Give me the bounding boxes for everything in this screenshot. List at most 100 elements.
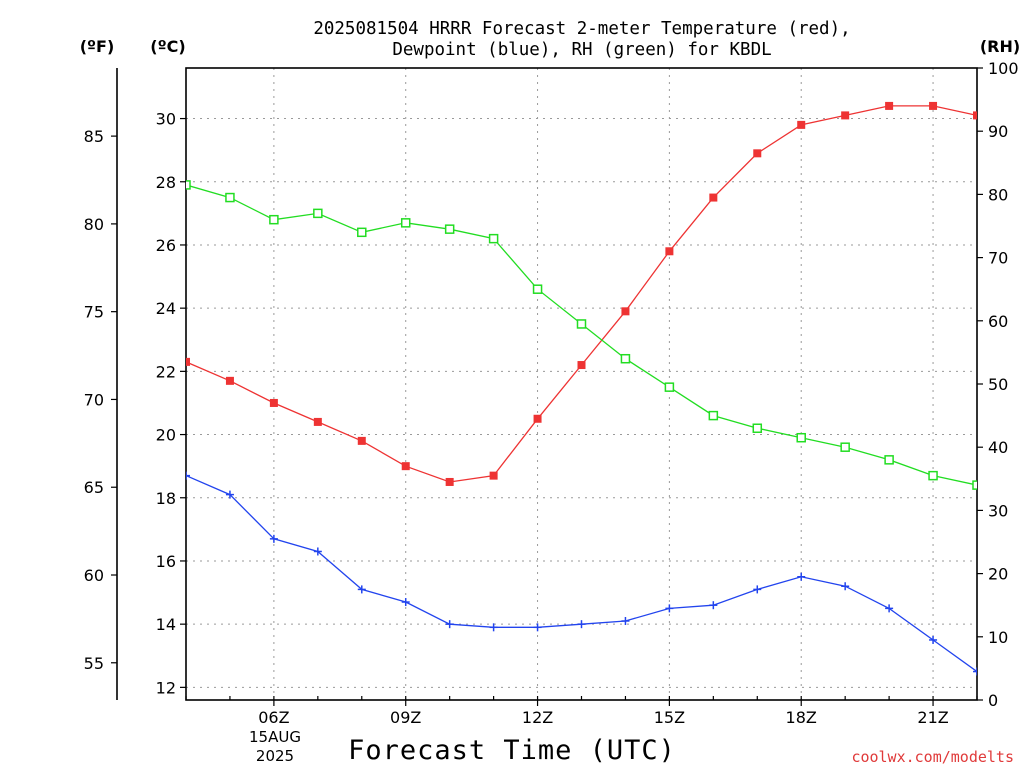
axes <box>111 67 983 706</box>
celsius-tick-label: 30 <box>156 110 176 129</box>
rh-point <box>269 214 279 225</box>
dewpoint-point <box>929 635 938 644</box>
date-day-label: 15AUG <box>249 728 301 746</box>
rh-tick-label: 40 <box>988 438 1008 457</box>
rh-tick-label: 50 <box>988 375 1008 394</box>
rh-point <box>444 224 455 234</box>
dewpoint-line <box>186 475 977 673</box>
temperature-point <box>533 414 542 423</box>
dewpoint-point <box>973 667 977 676</box>
temperature-point <box>797 120 806 129</box>
temperature-point <box>401 462 410 471</box>
credit-label: coolwx.com/modelts <box>851 748 1014 766</box>
fahrenheit-tick-label: 65 <box>84 478 104 497</box>
dewpoint-point <box>753 585 762 594</box>
rh-point <box>488 233 499 244</box>
x-tick-label: 09Z <box>390 708 421 727</box>
rh-point <box>400 218 411 228</box>
temperature-point <box>709 193 718 202</box>
dewpoint-point <box>577 620 586 629</box>
rh-tick-label: 90 <box>988 122 1008 141</box>
chart-title-line1: 2025081504 HRRR Forecast 2-meter Tempera… <box>313 19 850 39</box>
temperature-point <box>973 111 977 120</box>
rh-point <box>532 284 543 294</box>
rh-line <box>186 184 977 486</box>
temperature-point <box>313 417 322 426</box>
temperature-point <box>577 361 586 370</box>
celsius-tick-label: 24 <box>156 299 176 318</box>
fahrenheit-unit-label: (ºF) <box>80 37 115 56</box>
rh-point <box>357 227 367 238</box>
x-tick-label: 15Z <box>654 708 685 727</box>
rh-point <box>884 455 894 465</box>
rh-point <box>708 410 719 421</box>
temperature-point <box>753 149 762 158</box>
rh-tick-label: 30 <box>988 501 1008 520</box>
dewpoint-point <box>621 617 630 625</box>
dewpoint-point <box>533 623 542 632</box>
temperature-line <box>186 105 977 483</box>
grid-lines <box>186 68 977 700</box>
celsius-tick-label: 28 <box>156 173 176 192</box>
dewpoint-point <box>797 572 806 581</box>
x-tick-label: 06Z <box>258 708 289 727</box>
celsius-tick-label: 18 <box>156 489 176 508</box>
rh-point <box>928 470 938 481</box>
celsius-tick-label: 16 <box>156 552 176 571</box>
rh-point <box>186 180 191 190</box>
dewpoint-point <box>885 604 894 613</box>
rh-tick-label: 10 <box>988 628 1008 647</box>
dewpoint-point <box>401 598 410 607</box>
data-series <box>186 101 977 676</box>
fahrenheit-tick-label: 70 <box>84 390 104 409</box>
rh-point <box>664 382 675 392</box>
plot-frame <box>185 67 978 701</box>
dewpoint-series <box>186 471 977 676</box>
rh-point <box>752 423 763 433</box>
rh-tick-label: 100 <box>988 59 1019 78</box>
fahrenheit-tick-label: 80 <box>84 215 104 234</box>
date-year-label: 2025 <box>256 747 294 765</box>
x-tick-label: 18Z <box>786 708 817 727</box>
dewpoint-point <box>313 547 322 556</box>
temperature-point <box>841 111 850 120</box>
celsius-unit-label: (ºC) <box>150 37 185 56</box>
fahrenheit-tick-label: 55 <box>84 654 104 673</box>
temperature-point <box>665 247 674 256</box>
rh-tick-label: 80 <box>988 185 1008 204</box>
celsius-tick-label: 12 <box>156 678 176 697</box>
chart-title-line2: Dewpoint (blue), RH (green) for KBDL <box>392 40 771 60</box>
rh-point <box>225 192 235 203</box>
rh-point <box>796 432 806 443</box>
rh-tick-label: 0 <box>988 691 998 710</box>
rh-point <box>576 319 587 329</box>
temperature-point <box>929 101 938 110</box>
rh-point <box>972 480 977 490</box>
dewpoint-point <box>357 585 366 594</box>
tick-labels: 12 14 16 18 20 22 24 26 28 30 55 60 65 70 75 80 85 0 10 20 3… <box>84 59 1019 727</box>
dewpoint-point <box>269 534 278 543</box>
temperature-point <box>445 477 454 486</box>
celsius-tick-label: 14 <box>156 615 176 634</box>
rh-tick-label: 20 <box>988 565 1008 584</box>
rh-unit-label: (RH) <box>980 37 1020 56</box>
temperature-point <box>621 307 630 316</box>
x-axis-title: Forecast Time (UTC) <box>348 735 676 766</box>
temperature-series <box>186 101 977 486</box>
celsius-tick-label: 20 <box>156 426 176 445</box>
dewpoint-point <box>489 623 498 632</box>
dewpoint-point <box>445 620 454 629</box>
fahrenheit-tick-label: 85 <box>84 127 104 146</box>
dewpoint-point <box>665 604 674 613</box>
temperature-point <box>269 398 278 407</box>
dewpoint-point <box>225 490 234 499</box>
temperature-point <box>357 436 366 445</box>
x-tick-label: 21Z <box>917 708 948 727</box>
x-tick-label: 12Z <box>522 708 553 727</box>
temperature-point <box>489 471 498 480</box>
rh-tick-label: 70 <box>988 249 1008 268</box>
fahrenheit-tick-label: 60 <box>84 566 104 585</box>
dewpoint-point <box>709 601 718 610</box>
dewpoint-point <box>841 582 850 591</box>
celsius-tick-label: 22 <box>156 362 176 381</box>
